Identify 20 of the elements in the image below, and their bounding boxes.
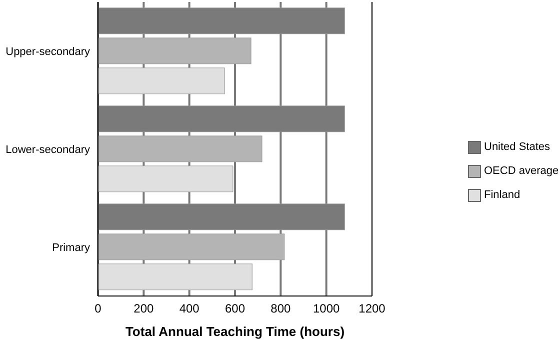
legend-label: Finland (484, 189, 520, 201)
y-tick-label: Primary (52, 242, 90, 254)
bar (98, 68, 225, 94)
x-tick-label: 0 (94, 302, 102, 316)
bar (98, 166, 234, 192)
x-tick-label: 200 (134, 302, 154, 316)
legend-label: United States (484, 141, 550, 153)
x-axis-title: Total Annual Teaching Time (hours) (125, 324, 345, 339)
y-tick-label: Upper-secondary (6, 46, 90, 58)
x-tick-label: 600 (224, 302, 246, 316)
x-tick-label: 1000 (312, 302, 340, 316)
bar (98, 38, 252, 64)
bar (98, 136, 262, 162)
bar (98, 234, 285, 260)
legend-label: OECD average (484, 165, 559, 177)
x-tick-label: 1200 (358, 302, 386, 316)
x-tick-label: 400 (179, 302, 200, 316)
y-tick-label: Lower-secondary (6, 144, 90, 156)
bar (98, 264, 252, 290)
x-tick-label: 800 (270, 302, 291, 316)
